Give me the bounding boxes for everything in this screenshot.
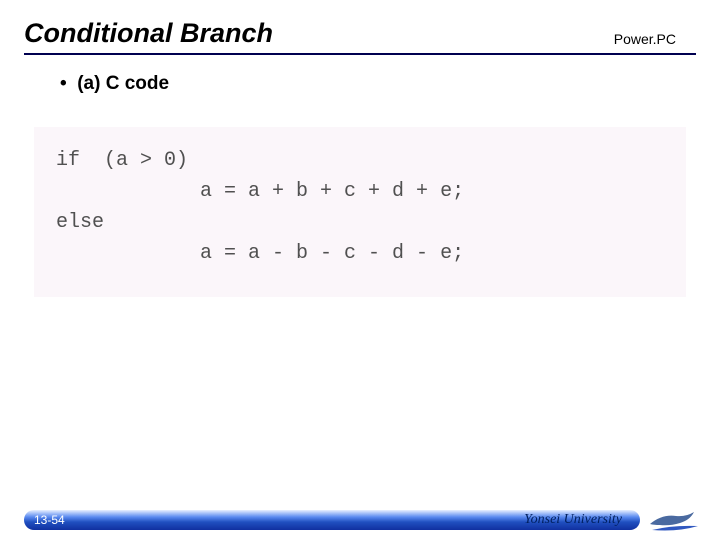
code-line: a = a - b - c - d - e;	[56, 238, 664, 269]
bullet-marker: •	[60, 73, 67, 94]
code-line: else	[56, 207, 664, 238]
page-number: 13-54	[34, 513, 65, 527]
code-line: a = a + b + c + d + e;	[56, 176, 664, 207]
university-label: Yonsei University	[524, 512, 622, 528]
bullet-list: • (a) C code	[0, 55, 720, 95]
eagle-logo-icon	[646, 506, 702, 536]
slide-subtitle: Power.PC	[614, 31, 696, 49]
bullet-text: (a) C code	[77, 73, 169, 94]
slide-title: Conditional Branch	[24, 18, 614, 49]
code-line: if (a > 0)	[56, 145, 664, 176]
header: Conditional Branch Power.PC	[0, 0, 720, 49]
bullet-item: • (a) C code	[60, 73, 720, 95]
footer: 13-54 Yonsei University	[0, 500, 720, 540]
code-block: if (a > 0) a = a + b + c + d + e; else a…	[34, 127, 686, 297]
